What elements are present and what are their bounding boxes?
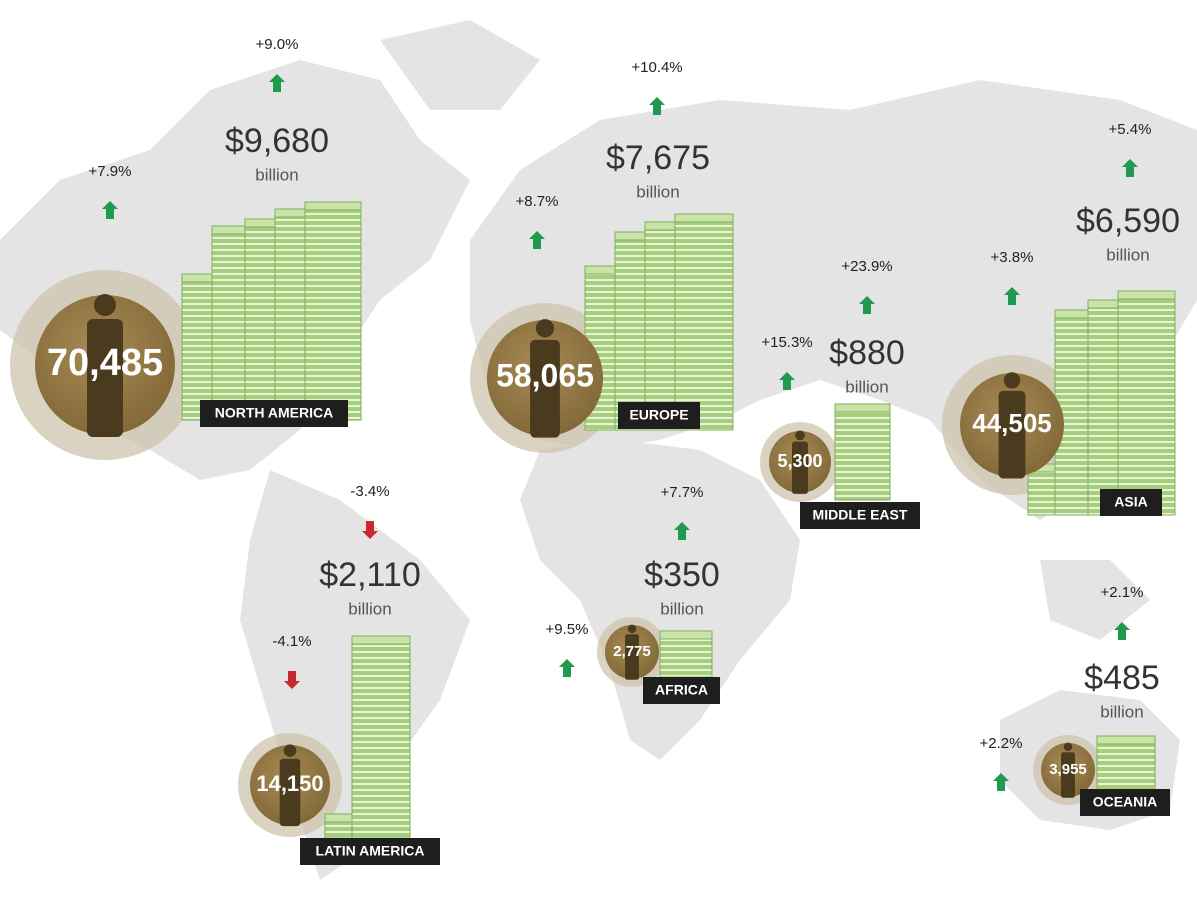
region-label-box xyxy=(1080,789,1170,816)
wealth-unit: billion xyxy=(1100,702,1143,721)
money-stack xyxy=(324,819,356,839)
money-stack xyxy=(351,641,411,839)
money-stack-top xyxy=(834,403,891,413)
region-label-box xyxy=(200,400,348,427)
person-head xyxy=(1063,742,1073,752)
money-stack xyxy=(659,636,713,678)
money-stack-top xyxy=(674,213,734,223)
wealth-change: +2.1% xyxy=(1101,584,1144,601)
wealth-value: $880 xyxy=(829,334,905,372)
money-stack-top xyxy=(1096,735,1156,745)
population-value: 44,505 xyxy=(972,408,1052,438)
wealth-change: +23.9% xyxy=(841,258,892,275)
wealth-change: +9.0% xyxy=(256,36,299,53)
region-name: EUROPE xyxy=(629,407,688,423)
wealth-value: $9,680 xyxy=(225,122,329,160)
person-body xyxy=(1061,752,1075,798)
money-stack-top xyxy=(304,201,362,211)
wealth-change: -3.4% xyxy=(350,483,389,500)
wealth-trend-arrow xyxy=(674,522,690,540)
money-stack xyxy=(1096,741,1156,791)
region-label-box xyxy=(618,402,700,429)
region-label-box xyxy=(300,838,440,865)
population-change: +15.3% xyxy=(761,334,812,351)
population-trend-arrow xyxy=(529,231,545,249)
money-stack xyxy=(1117,296,1176,516)
money-stack xyxy=(674,219,734,431)
population-change: +9.5% xyxy=(546,621,589,638)
person-head xyxy=(795,430,805,441)
population-change: +3.8% xyxy=(991,249,1034,266)
person-head xyxy=(283,744,297,757)
region-name: AFRICA xyxy=(655,682,708,698)
population-change: -4.1% xyxy=(272,633,311,650)
population-change: +8.7% xyxy=(516,193,559,210)
population-change: +7.9% xyxy=(89,163,132,180)
wealth-value: $350 xyxy=(644,556,720,594)
wealth-change: +10.4% xyxy=(631,59,682,76)
wealth-change: +7.7% xyxy=(661,484,704,501)
region-name: MIDDLE EAST xyxy=(813,507,908,523)
region-label-box xyxy=(643,677,720,704)
person-body xyxy=(998,390,1026,479)
wealth-change: +5.4% xyxy=(1109,121,1152,138)
region-name: OCEANIA xyxy=(1093,794,1158,810)
population-value: 70,485 xyxy=(47,342,163,384)
population-value: 58,065 xyxy=(496,357,594,393)
person-head xyxy=(535,319,555,338)
wealth-trend-arrow xyxy=(859,296,875,314)
wealth-trend-arrow xyxy=(1114,622,1130,640)
wealth-trend-arrow xyxy=(269,74,285,92)
money-stack xyxy=(1027,469,1059,516)
money-stack xyxy=(834,409,891,501)
person-body xyxy=(625,634,639,680)
population-trend-arrow xyxy=(284,671,300,689)
money-stack-top xyxy=(351,635,411,645)
population-change: +2.2% xyxy=(980,735,1023,752)
population-value: 3,955 xyxy=(1049,761,1087,778)
wealth-trend-arrow xyxy=(1122,159,1138,177)
wealth-trend-arrow xyxy=(362,521,378,539)
region-name: NORTH AMERICA xyxy=(215,405,333,421)
money-stack-top xyxy=(659,630,713,640)
person-body xyxy=(792,441,808,494)
money-stack xyxy=(304,207,362,421)
wealth-unit: billion xyxy=(348,599,391,618)
population-value: 14,150 xyxy=(256,771,323,796)
population-value: 2,775 xyxy=(613,643,651,660)
wealth-unit: billion xyxy=(636,182,679,201)
wealth-value: $2,110 xyxy=(319,556,420,594)
population-trend-arrow xyxy=(1004,287,1020,305)
population-trend-arrow xyxy=(993,773,1009,791)
person-head xyxy=(94,294,116,316)
region-label-box xyxy=(1100,489,1162,516)
wealth-unit: billion xyxy=(255,165,298,184)
wealth-value: $7,675 xyxy=(606,139,710,177)
wealth-unit: billion xyxy=(660,599,703,618)
region-name: LATIN AMERICA xyxy=(316,843,425,859)
person-head xyxy=(627,624,637,634)
wealth-unit: billion xyxy=(845,377,888,396)
money-stack-top xyxy=(324,813,356,823)
population-trend-arrow xyxy=(559,659,575,677)
region-name: ASIA xyxy=(1114,494,1147,510)
money-stack-top xyxy=(1117,290,1176,300)
person-head xyxy=(1003,372,1021,389)
wealth-trend-arrow xyxy=(649,97,665,115)
person-body xyxy=(87,319,123,437)
wealth-unit: billion xyxy=(1106,245,1149,264)
wealth-value: $6,590 xyxy=(1076,202,1180,240)
population-value: 5,300 xyxy=(777,451,822,471)
wealth-value: $485 xyxy=(1084,659,1160,697)
population-trend-arrow xyxy=(102,201,118,219)
person-body xyxy=(279,758,301,827)
region-label-box xyxy=(800,502,920,529)
person-body xyxy=(530,339,560,438)
population-trend-arrow xyxy=(779,372,795,390)
